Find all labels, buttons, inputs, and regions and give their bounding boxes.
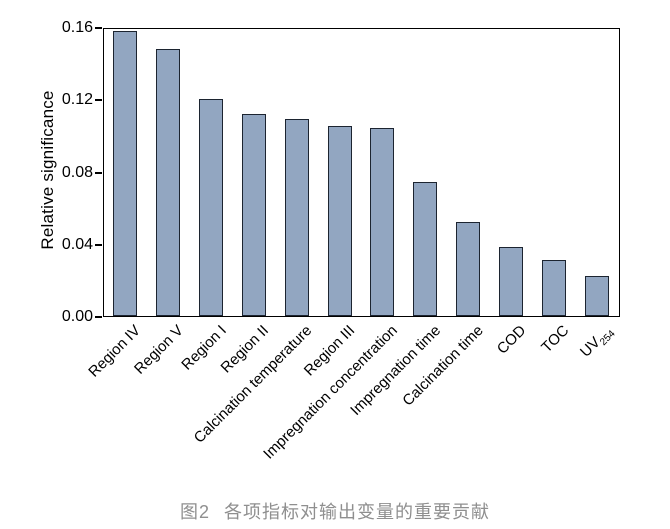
y-tick-label: 0.04 (61, 235, 93, 253)
x-tick-label-subscript: 254 (597, 328, 618, 348)
bar-calcination-temperature (284, 119, 309, 316)
y-tick-mark (95, 171, 102, 174)
bar-region-ii (241, 113, 266, 316)
x-tick-label-region-iv: Region IV (85, 322, 144, 381)
x-tick-label-cod: COD (493, 322, 530, 358)
bar-impregnation-time (413, 182, 438, 316)
x-tick-label-toc: TOC (538, 322, 573, 357)
bar-toc (541, 260, 566, 316)
bar-region-i (199, 99, 224, 316)
bar-region-iv (113, 30, 138, 316)
bar-region-iii (327, 126, 352, 316)
y-tick-label: 0.12 (61, 91, 93, 109)
bar-region-v (156, 48, 181, 316)
y-tick-label: 0.16 (61, 19, 93, 36)
caption-text: 各项指标对输出变量的重要贡献 (224, 502, 490, 522)
x-tick-label-uv254: UV254 (576, 328, 618, 361)
figure-caption: 图2 各项指标对输出变量的重要贡献 (0, 498, 670, 524)
y-tick-mark (95, 27, 102, 29)
y-tick-mark (95, 316, 102, 318)
bar-impregnation-concentration (370, 128, 395, 316)
bar-uv254 (584, 276, 609, 316)
bar-calcination-time (456, 222, 481, 316)
bar-cod (498, 247, 523, 316)
caption-figure-number: 图2 (179, 502, 210, 522)
y-tick-mark (95, 243, 102, 246)
y-tick-label: 0.08 (61, 163, 93, 181)
plot-area (103, 28, 620, 317)
y-tick-label: 0.00 (61, 308, 93, 325)
y-tick-mark (95, 99, 102, 102)
